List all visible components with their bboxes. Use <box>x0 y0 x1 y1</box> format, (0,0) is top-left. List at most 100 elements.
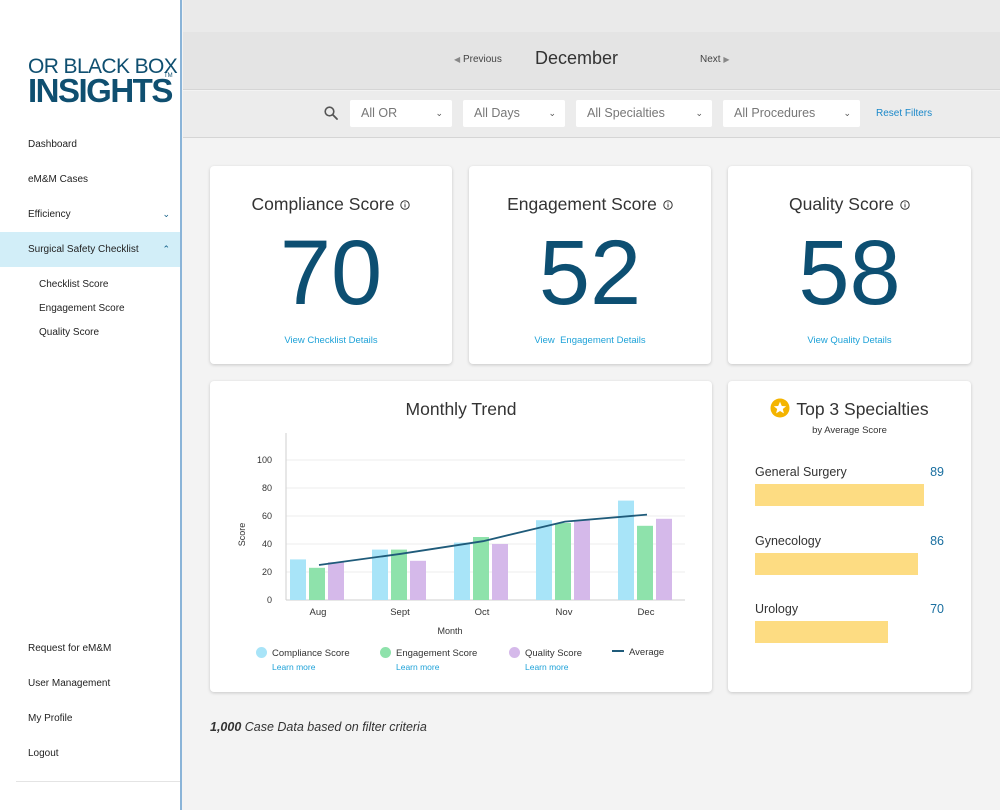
engagement-score-card: Engagement Score 52 View Engagement Deta… <box>469 166 711 364</box>
sidebar-item-efficiency[interactable]: Efficiency ⌄ <box>0 197 180 232</box>
info-icon[interactable] <box>663 200 673 211</box>
sidebar: OR BLACK BOX INSIGHTS TM Dashboard eM&M … <box>0 0 182 810</box>
legend-swatch <box>380 647 391 658</box>
specialty-name: Gynecology <box>755 533 822 548</box>
sidebar-item-label: Efficiency <box>28 209 71 220</box>
legend-quality[interactable]: Quality Score Learn more <box>509 647 583 672</box>
bar-engagement-score <box>391 549 407 600</box>
sidebar-item-user-management[interactable]: User Management <box>0 666 180 701</box>
sidebar-item-surgical-safety-checklist[interactable]: Surgical Safety Checklist ⌃ <box>0 232 180 267</box>
bar-engagement-score <box>555 523 571 600</box>
bar-quality-score <box>328 562 344 600</box>
procedures-select[interactable]: All Procedures ⌄ <box>723 100 860 127</box>
y-tick-label: 60 <box>262 511 272 521</box>
sidebar-subitem-checklist-score[interactable]: Checklist Score <box>0 273 180 297</box>
x-tick-label: Dec <box>638 607 655 618</box>
chevron-down-icon: ⌄ <box>843 108 851 118</box>
specialty-score: 89 <box>930 465 944 479</box>
legend-label: Quality Score <box>525 648 583 659</box>
reset-filters-link[interactable]: Reset Filters <box>876 108 933 119</box>
x-tick-label: Nov <box>556 607 573 618</box>
sidebar-divider <box>16 781 180 782</box>
sidebar-item-label: Surgical Safety Checklist <box>28 244 139 255</box>
search-icon[interactable] <box>324 106 338 120</box>
sidebar-subitem-engagement-score[interactable]: Engagement Score <box>0 297 180 321</box>
info-icon[interactable] <box>900 200 910 211</box>
view-engagement-details-link[interactable]: View Engagement Details <box>534 335 646 346</box>
caret-right-icon: ▶ <box>723 55 730 64</box>
sidebar-item-label: Logout <box>28 748 59 759</box>
legend-engagement[interactable]: Engagement Score Learn more <box>380 647 478 672</box>
info-icon[interactable] <box>400 200 411 211</box>
specialty-score-bar <box>755 484 924 506</box>
card-title-text: Compliance Score <box>251 194 395 214</box>
monthly-trend-card: Monthly Trend 0 20 40 60 80 100 Score Month Aug S… <box>210 381 712 692</box>
sidebar-bottom-nav: Request for eM&M User Management My Prof… <box>0 631 180 771</box>
learn-more-link[interactable]: Learn more <box>396 662 440 672</box>
sidebar-subitem-label: Checklist Score <box>39 279 109 290</box>
star-icon <box>770 398 790 418</box>
sidebar-item-label: Request for eM&M <box>28 643 112 654</box>
monthly-trend-title: Monthly Trend <box>405 399 517 419</box>
card-title-text: Quality Score <box>788 194 895 214</box>
sidebar-item-request-emm[interactable]: Request for eM&M <box>0 631 180 666</box>
days-select[interactable]: All Days ⌄ <box>463 100 565 127</box>
top-strip <box>183 0 1000 32</box>
procedures-select-value: All Procedures <box>734 106 816 120</box>
previous-month-button[interactable]: ◀ Previous <box>454 54 502 65</box>
legend-label: Compliance Score <box>272 648 350 659</box>
legend-label: Average <box>629 647 665 658</box>
y-tick-label: 40 <box>262 539 272 549</box>
sidebar-item-emm-cases[interactable]: eM&M Cases <box>0 162 180 197</box>
bar-compliance-score <box>454 542 470 600</box>
specialty-score-bar <box>755 621 888 643</box>
case-count-text: Case Data based on filter criteria <box>241 720 427 734</box>
previous-label: Previous <box>462 54 502 65</box>
bar-quality-score <box>656 518 672 600</box>
legend-label: Engagement Score <box>396 648 478 659</box>
specialty-name: Urology <box>755 602 799 616</box>
y-tick-label: 20 <box>262 567 272 577</box>
top-specialties-card: Top 3 Specialties by Average Score Gener… <box>728 381 971 692</box>
quality-score-card: Quality Score 58 View Quality Details <box>728 166 971 364</box>
logo[interactable]: OR BLACK BOX INSIGHTS TM <box>28 56 178 109</box>
chevron-up-icon[interactable]: ⌃ <box>162 244 170 254</box>
bar-compliance-score <box>536 520 552 600</box>
sidebar-item-label: eM&M Cases <box>28 174 89 185</box>
or-select[interactable]: All OR ⌄ <box>350 100 452 127</box>
caret-left-icon: ◀ <box>454 55 461 64</box>
bar-engagement-score <box>473 537 489 600</box>
specialties-select-value: All Specialties <box>587 106 665 120</box>
legend-compliance[interactable]: Compliance Score Learn more <box>256 647 350 672</box>
sidebar-subitem-label: Engagement Score <box>39 303 125 314</box>
sidebar-item-dashboard[interactable]: Dashboard <box>0 127 180 162</box>
logo-line2: INSIGHTS <box>28 72 173 109</box>
learn-more-link[interactable]: Learn more <box>525 662 569 672</box>
sidebar-item-logout[interactable]: Logout <box>0 736 180 771</box>
logo-trademark: TM <box>164 73 173 79</box>
monthly-trend-chart: 0 20 40 60 80 100 Score Month Aug Sept Oct Nov Dec <box>237 433 685 636</box>
bar-engagement-score <box>309 567 325 600</box>
quality-score-title: Quality Score <box>728 194 971 215</box>
specialties-select[interactable]: All Specialties ⌄ <box>576 100 712 127</box>
sidebar-item-my-profile[interactable]: My Profile <box>0 701 180 736</box>
x-tick-label: Oct <box>475 607 490 618</box>
view-quality-details-link[interactable]: View Quality Details <box>807 335 892 346</box>
legend-average[interactable]: Average <box>612 647 664 658</box>
chart-legend: Compliance Score Learn more Engagement S… <box>210 647 712 677</box>
legend-swatch <box>256 647 267 658</box>
next-month-button[interactable]: Next ▶ <box>700 54 730 65</box>
compliance-score-card: Compliance Score 70 View Checklist Detai… <box>210 166 452 364</box>
y-tick-label: 80 <box>262 483 272 493</box>
sidebar-item-label: Dashboard <box>28 139 77 150</box>
chevron-down-icon[interactable]: ⌄ <box>162 209 170 219</box>
specialty-score: 70 <box>930 602 944 616</box>
engagement-score-value: 52 <box>538 222 642 324</box>
sidebar-item-label: User Management <box>28 678 111 689</box>
learn-more-link[interactable]: Learn more <box>272 662 316 672</box>
view-checklist-details-link[interactable]: View Checklist Details <box>284 335 378 346</box>
bar-compliance-score <box>290 559 306 600</box>
y-axis-label: Score <box>237 523 247 547</box>
compliance-score-value: 70 <box>279 222 383 324</box>
sidebar-subitem-quality-score[interactable]: Quality Score <box>0 321 180 345</box>
